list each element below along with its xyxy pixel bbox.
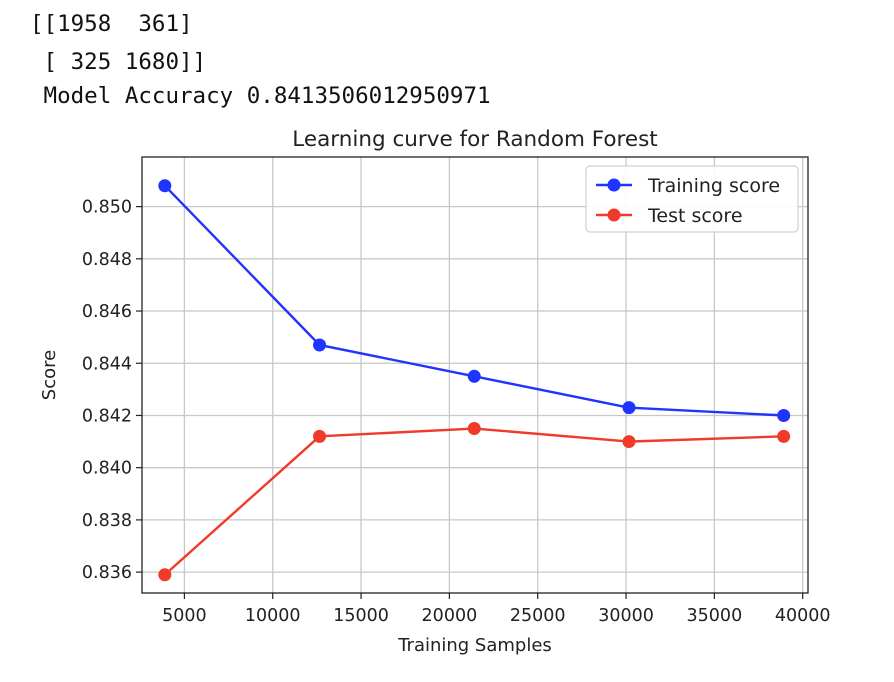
confusion-matrix-row-2: [ 325 1680]] bbox=[30, 49, 207, 75]
series-layer bbox=[158, 179, 791, 582]
series-1-point bbox=[467, 369, 481, 383]
x-tick-label: 5000 bbox=[162, 606, 207, 626]
series-2-point bbox=[158, 568, 172, 582]
legend-marker-1 bbox=[607, 178, 621, 192]
y-tick-label: 0.846 bbox=[82, 302, 132, 322]
chart-title: Learning curve for Random Forest bbox=[292, 127, 657, 152]
series-2-point bbox=[313, 429, 327, 443]
legend-label-1: Training score bbox=[647, 175, 780, 197]
x-axis-label: Training Samples bbox=[397, 635, 552, 656]
x-tick-label: 30000 bbox=[598, 606, 654, 626]
y-tick-label: 0.844 bbox=[82, 354, 132, 374]
series-2-point bbox=[622, 435, 636, 449]
x-tick-label: 35000 bbox=[687, 606, 743, 626]
plot-frame bbox=[141, 156, 809, 594]
series-2-point bbox=[467, 422, 481, 436]
confusion-matrix-row-1: [[1958 361] bbox=[30, 11, 193, 37]
y-tick-label: 0.840 bbox=[82, 459, 132, 479]
x-tick-label: 40000 bbox=[775, 606, 831, 626]
y-tick-label: 0.836 bbox=[82, 563, 132, 583]
x-tick-label: 15000 bbox=[333, 606, 389, 626]
legend-marker-2 bbox=[607, 208, 621, 222]
legend: Training score Test score bbox=[585, 165, 799, 233]
model-accuracy-text: Model Accuracy 0.8413506012950971 bbox=[30, 83, 491, 109]
x-tick-label: 25000 bbox=[510, 606, 566, 626]
legend-label-2: Test score bbox=[647, 205, 743, 227]
series-2-point bbox=[777, 429, 791, 443]
y-tick-label: 0.848 bbox=[82, 250, 132, 270]
series-1-point bbox=[777, 408, 791, 422]
legend-box bbox=[585, 165, 799, 233]
series-1-point bbox=[158, 179, 172, 193]
x-tick-label: 10000 bbox=[245, 606, 301, 626]
axis-layer: 5000 10000 15000 20000 25000 30000 35000 40000 0… bbox=[82, 156, 831, 626]
x-tick-label: 20000 bbox=[422, 606, 478, 626]
y-tick-label: 0.838 bbox=[82, 511, 132, 531]
series-1-point bbox=[622, 401, 636, 415]
series-1-point bbox=[313, 338, 327, 352]
y-tick-label: 0.850 bbox=[82, 198, 132, 218]
y-tick-label: 0.842 bbox=[82, 406, 132, 426]
y-axis-label: Score bbox=[39, 350, 60, 400]
